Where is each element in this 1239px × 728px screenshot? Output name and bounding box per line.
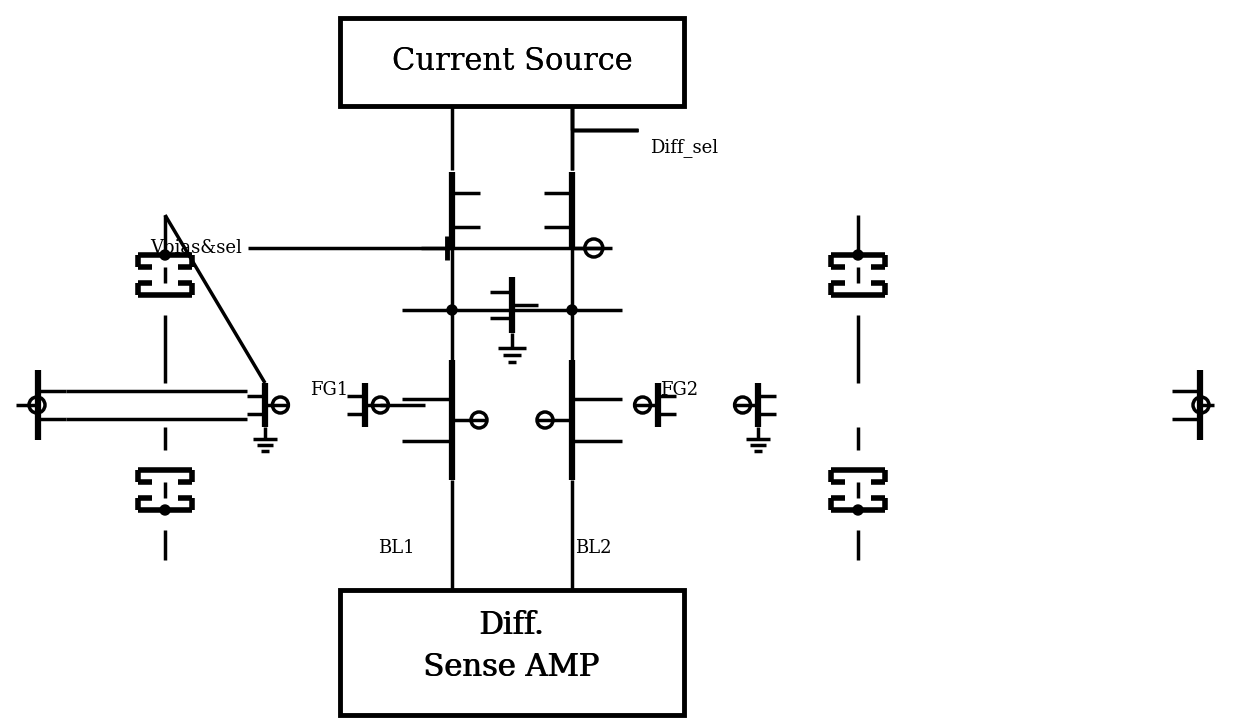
Text: Diff.: Diff. bbox=[479, 609, 545, 641]
Bar bbox=[339, 18, 684, 106]
Text: Sense AMP: Sense AMP bbox=[424, 652, 600, 684]
Text: Vbias&sel: Vbias&sel bbox=[150, 239, 242, 257]
Text: BL1: BL1 bbox=[378, 539, 415, 557]
Circle shape bbox=[852, 505, 864, 515]
Circle shape bbox=[160, 250, 170, 260]
Text: Current Source: Current Source bbox=[392, 47, 632, 77]
Text: Sense AMP: Sense AMP bbox=[422, 652, 598, 684]
Text: FG2: FG2 bbox=[660, 381, 698, 399]
Circle shape bbox=[567, 305, 577, 315]
Text: BL2: BL2 bbox=[575, 539, 612, 557]
Text: FG1: FG1 bbox=[310, 381, 348, 399]
Bar bbox=[339, 590, 684, 715]
Circle shape bbox=[160, 505, 170, 515]
Text: Diff.: Diff. bbox=[478, 609, 544, 641]
Text: Current Source: Current Source bbox=[392, 47, 632, 77]
Circle shape bbox=[447, 305, 457, 315]
Text: Diff_sel: Diff_sel bbox=[650, 138, 719, 157]
Circle shape bbox=[852, 250, 864, 260]
